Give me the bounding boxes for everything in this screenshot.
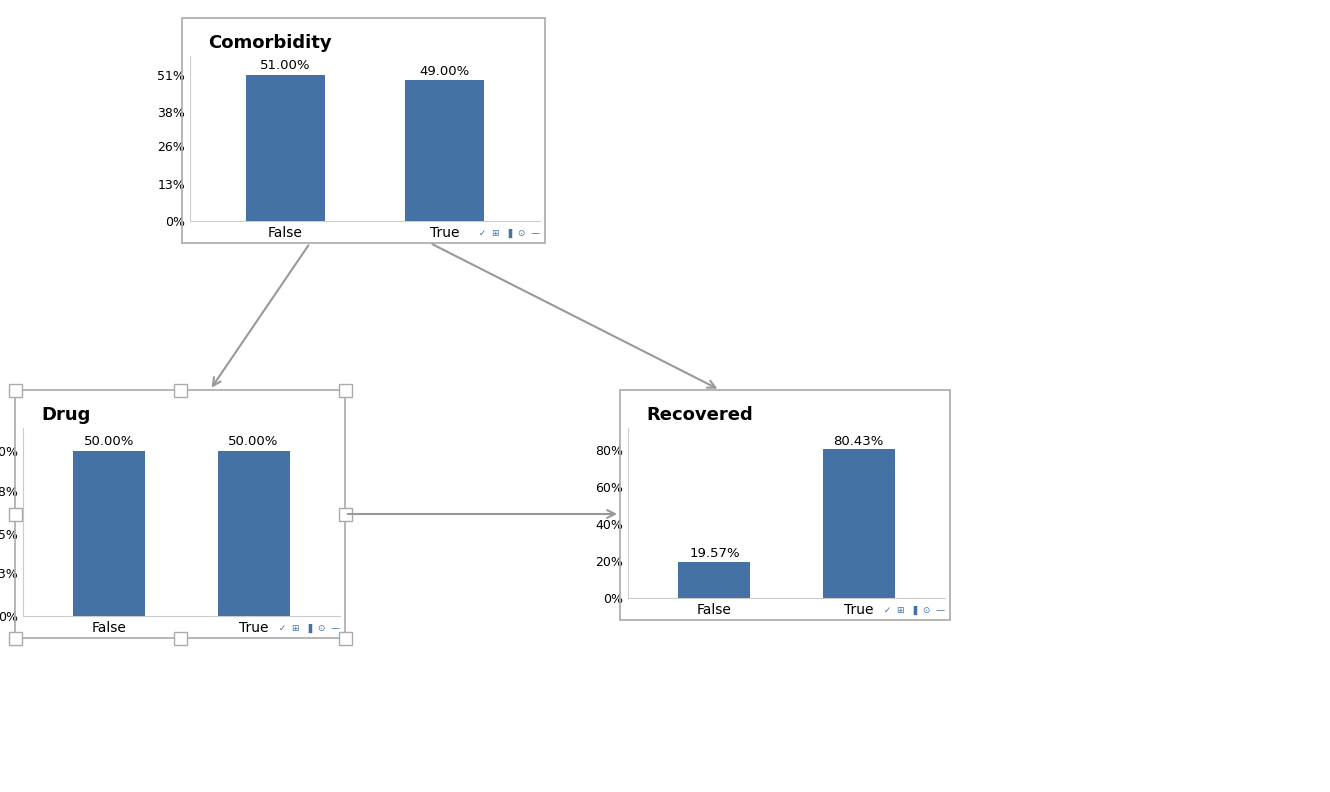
Bar <box>173 383 186 397</box>
Bar <box>8 631 21 645</box>
Bar <box>339 508 351 520</box>
Text: 49.00%: 49.00% <box>419 65 469 78</box>
Text: Recovered: Recovered <box>646 406 753 424</box>
Text: 19.57%: 19.57% <box>689 547 739 561</box>
Bar <box>8 508 21 520</box>
Text: 50.00%: 50.00% <box>84 436 134 448</box>
Bar <box>620 390 950 620</box>
Bar <box>339 631 351 645</box>
Text: Drug: Drug <box>41 406 90 424</box>
Bar <box>822 449 895 598</box>
Bar <box>218 451 290 616</box>
Bar <box>678 562 750 598</box>
Bar <box>15 390 344 638</box>
Text: ✓  ⊞  ▐  ⊙  —: ✓ ⊞ ▐ ⊙ — <box>473 229 540 238</box>
Text: 51.00%: 51.00% <box>261 59 311 72</box>
Bar <box>246 74 326 221</box>
Bar <box>182 18 545 243</box>
Bar <box>339 383 351 397</box>
Text: ✓  ⊞  ▐  ⊙  —: ✓ ⊞ ▐ ⊙ — <box>878 606 946 615</box>
Text: 50.00%: 50.00% <box>229 436 279 448</box>
Text: Comorbidity: Comorbidity <box>209 34 332 52</box>
Bar <box>8 383 21 397</box>
Bar <box>404 81 484 221</box>
Bar <box>173 631 186 645</box>
Bar <box>73 451 145 616</box>
Text: ✓  ⊞  ▐  ⊙  —: ✓ ⊞ ▐ ⊙ — <box>273 624 340 633</box>
Text: 80.43%: 80.43% <box>834 435 883 448</box>
